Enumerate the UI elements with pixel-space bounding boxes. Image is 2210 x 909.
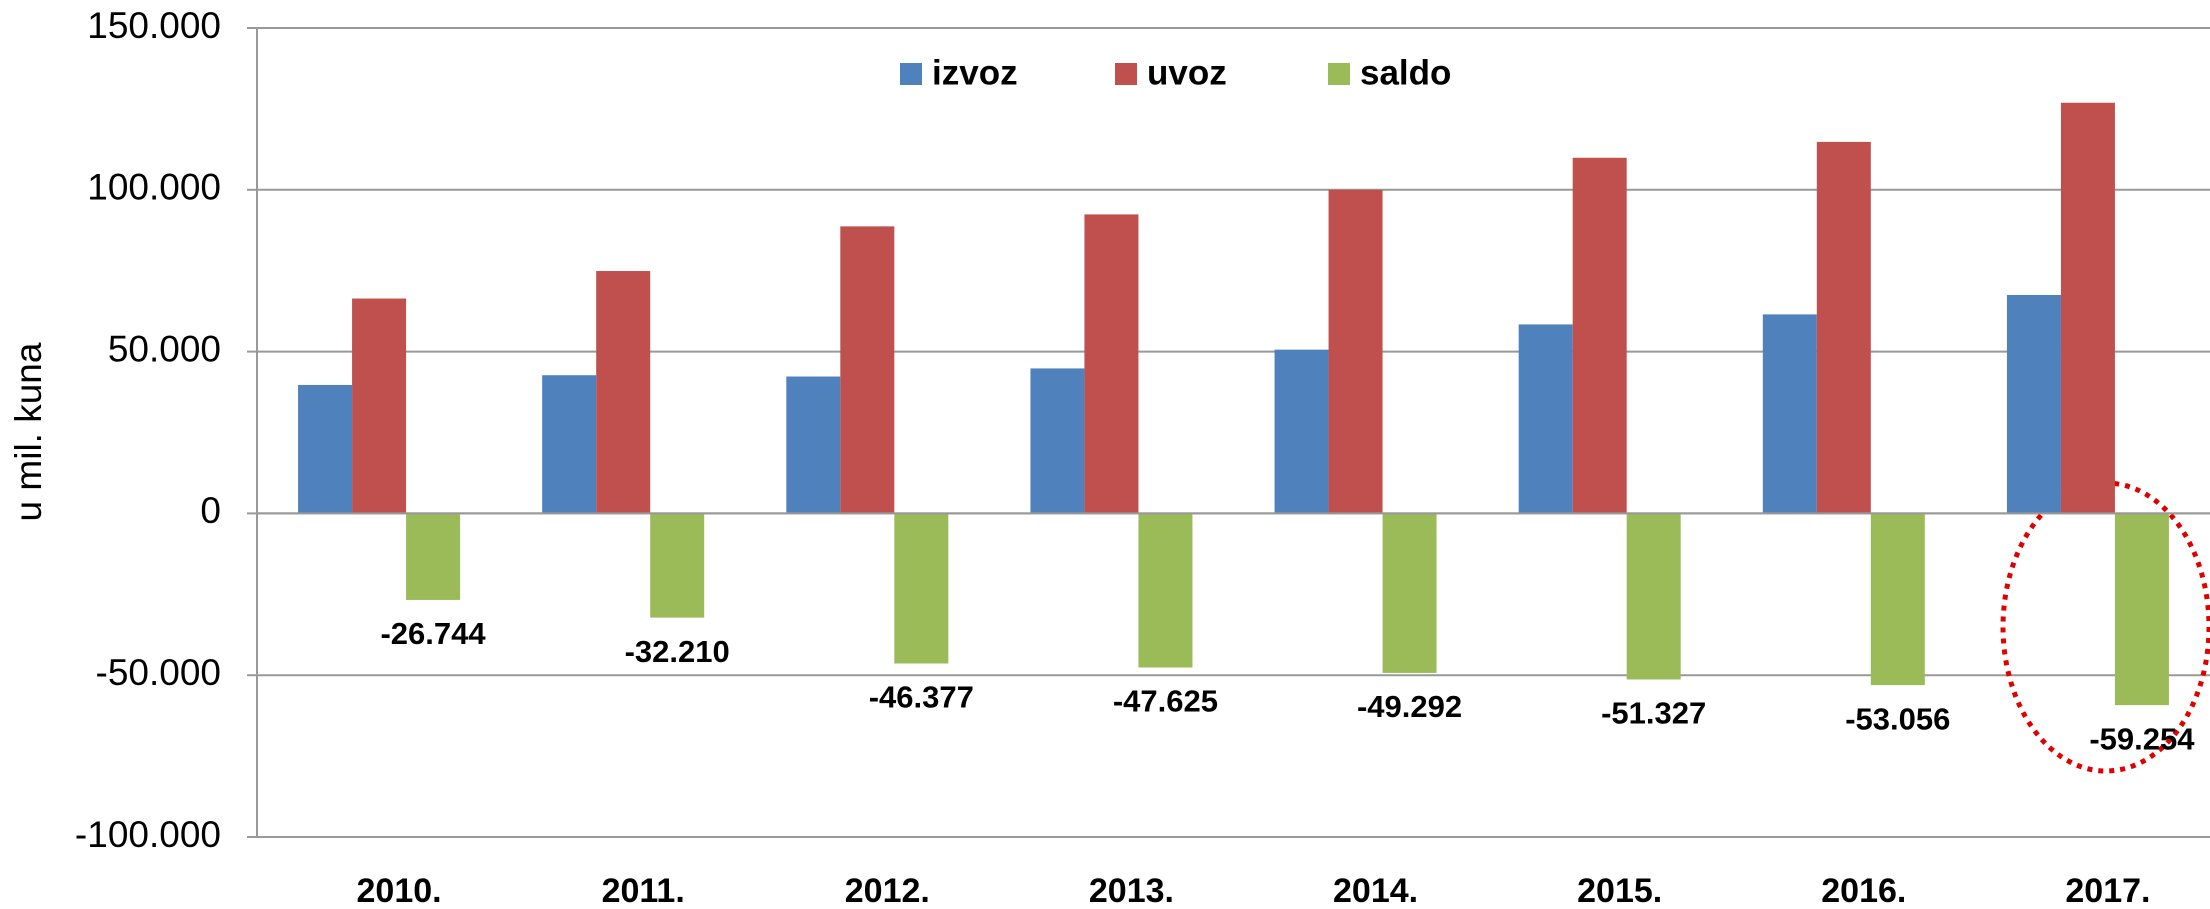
bar: [786, 376, 841, 514]
legend-swatch: [1115, 63, 1137, 85]
data-label: -49.292: [1357, 689, 1462, 724]
data-label: -53.056: [1845, 701, 1950, 736]
bar: [1626, 513, 1681, 680]
x-tick-label: 2015.: [1577, 872, 1662, 909]
legend-label: izvoz: [932, 53, 1018, 92]
bar: [542, 375, 597, 514]
bar: [298, 384, 353, 514]
x-tick-label: 2011.: [602, 872, 685, 909]
bar: [1518, 324, 1573, 514]
bar: [2114, 513, 2169, 706]
data-label: -46.377: [869, 680, 974, 715]
data-label: -26.744: [380, 616, 486, 651]
bar: [1084, 214, 1139, 514]
x-tick-label: 2017.: [2065, 872, 2150, 909]
y-tick-label: 100.000: [87, 167, 221, 208]
bar: [596, 271, 651, 514]
bar: [2060, 102, 2115, 514]
bar: [1382, 513, 1437, 673]
data-label: -51.327: [1601, 696, 1706, 731]
bar: [1572, 157, 1627, 514]
y-tick-label: 150.000: [87, 5, 221, 46]
bar: [1030, 368, 1085, 514]
bar: [1328, 189, 1383, 514]
bar: [2006, 294, 2061, 514]
x-tick-label: 2012.: [845, 872, 930, 909]
bar: [1816, 141, 1871, 514]
bar: [894, 513, 949, 664]
bar: [650, 513, 705, 618]
y-tick-label: -100.000: [75, 814, 221, 855]
bar: [1762, 314, 1817, 514]
bar: [1274, 349, 1329, 514]
bar: [1870, 513, 1925, 686]
x-tick-label: 2014.: [1333, 872, 1418, 909]
y-tick-label: 50.000: [108, 328, 221, 369]
y-axis-label: u mil. kuna: [8, 342, 49, 521]
y-tick-label: 0: [200, 490, 221, 531]
x-tick-label: 2010.: [357, 872, 442, 909]
bar: [352, 298, 407, 514]
legend-label: saldo: [1360, 53, 1451, 92]
legend-swatch: [1328, 63, 1350, 85]
data-label: -32.210: [625, 634, 730, 669]
data-label: -47.625: [1113, 684, 1218, 719]
bar: [406, 513, 461, 600]
legend-swatch: [900, 63, 922, 85]
legend-label: uvoz: [1147, 53, 1227, 92]
data-label: -59.254: [2089, 721, 2195, 756]
bar: [1138, 513, 1193, 668]
x-tick-label: 2016.: [1821, 872, 1906, 909]
y-tick-label: -50.000: [96, 652, 222, 693]
x-tick-label: 2013.: [1089, 872, 1174, 909]
bar: [840, 226, 895, 514]
